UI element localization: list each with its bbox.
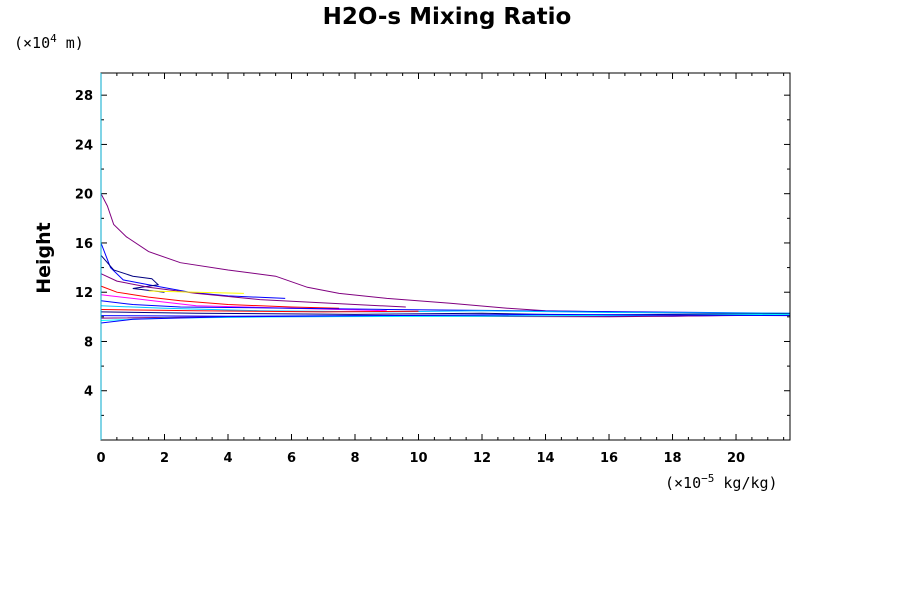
x-tick-label: 16 <box>600 451 618 466</box>
series-line-1 <box>100 193 791 315</box>
y-tick-label: 12 <box>75 286 93 301</box>
x-unit-label: (×10−5 kg/kg) <box>665 472 778 492</box>
y-tick-label: 24 <box>75 138 93 153</box>
series-line-7 <box>100 300 791 314</box>
series-line-3 <box>100 254 165 293</box>
x-tick-label: 14 <box>536 451 554 466</box>
y-tick-label: 28 <box>75 89 93 104</box>
series-line-4 <box>100 273 406 308</box>
x-unit-exponent: −5 <box>701 472 714 485</box>
x-tick-label: 2 <box>160 451 169 466</box>
series-layer <box>100 193 791 324</box>
x-tick-label: 8 <box>350 451 359 466</box>
x-tick-label: 0 <box>96 451 105 466</box>
x-tick-label: 10 <box>409 451 427 466</box>
series-line-13 <box>148 290 244 294</box>
x-tick-label: 6 <box>287 451 296 466</box>
x-tick-label: 18 <box>663 451 681 466</box>
y-unit-exponent: 4 <box>50 32 57 45</box>
x-tick-label: 4 <box>223 451 232 466</box>
series-line-15 <box>100 313 791 324</box>
series-line-14 <box>100 309 419 313</box>
x-tick-label: 12 <box>473 451 491 466</box>
series-line-2 <box>100 242 286 299</box>
y-axis-title: Height <box>33 222 55 294</box>
y-unit-label: (×104 m) <box>14 32 84 52</box>
series-line-5 <box>100 285 340 309</box>
y-tick-label: 20 <box>75 188 93 203</box>
x-unit-prefix: (×10 <box>665 474 701 492</box>
chart-title: H2O-s Mixing Ratio <box>323 4 572 30</box>
x-unit-suffix: kg/kg) <box>714 474 777 492</box>
y-tick-label: 4 <box>84 385 93 400</box>
y-unit-prefix: (×10 <box>14 34 50 52</box>
y-unit-suffix: m) <box>57 34 84 52</box>
y-tick-label: 16 <box>75 237 93 252</box>
x-tick-label: 20 <box>727 451 745 466</box>
y-tick-label: 8 <box>84 335 93 350</box>
